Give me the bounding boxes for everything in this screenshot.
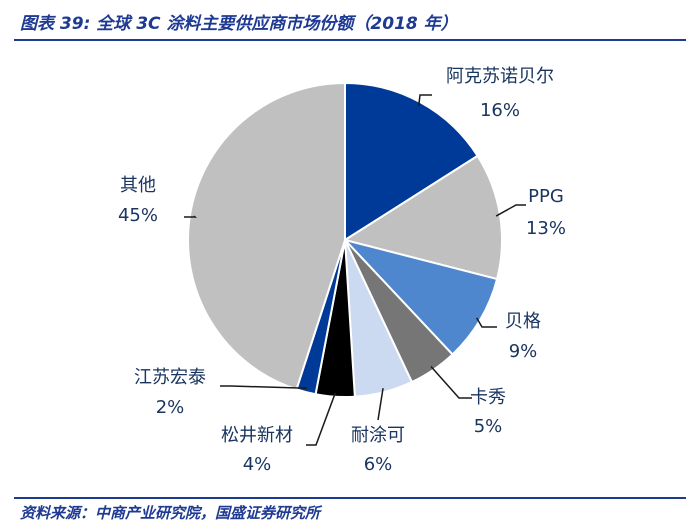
pie-slices <box>187 81 503 398</box>
slice-name-label: 贝格 <box>505 311 541 332</box>
pie-slice-1 <box>342 154 503 281</box>
slice-value-label: 45% <box>118 205 158 226</box>
leader-line-4 <box>377 388 384 421</box>
slice-name-label: 卡秀 <box>470 387 506 408</box>
leader-line-1 <box>495 204 526 217</box>
slice-name-label: 江苏宏泰 <box>134 367 206 388</box>
slice-value-label: 5% <box>474 416 503 437</box>
leader-line-2 <box>476 317 497 328</box>
slice-value-label: 13% <box>526 218 566 239</box>
leader-line-6 <box>220 385 307 389</box>
slice-value-label: 16% <box>480 100 520 121</box>
slice-name-label: 松井新材 <box>221 425 293 446</box>
leader-lines <box>184 94 526 446</box>
pie-slice-0 <box>344 81 479 242</box>
slice-name-label: PPG <box>528 186 564 207</box>
slice-name-label: 阿克苏诺贝尔 <box>446 66 554 87</box>
leader-line-3 <box>430 366 472 399</box>
slice-value-label: 4% <box>243 454 272 475</box>
slice-value-label: 2% <box>156 397 185 418</box>
leader-line-0 <box>417 94 432 107</box>
pie-slice-7 <box>187 81 346 391</box>
slice-value-label: 9% <box>509 341 538 362</box>
slice-value-label: 6% <box>364 454 393 475</box>
slice-name-label: 耐涂可 <box>351 425 405 446</box>
chart-title: 图表 39: 全球 3C 涂料主要供应商市场份额（2018 年） <box>20 14 458 34</box>
slice-name-label: 其他 <box>120 175 156 196</box>
source-note: 资料来源：中商产业研究院，国盛证券研究所 <box>20 504 321 522</box>
leader-line-7 <box>184 215 198 218</box>
slice-labels: 阿克苏诺贝尔 16% PPG 13% 贝格 9% 卡秀 5% 耐涂可 6% 松井新材 4% 江苏宏泰 2%… <box>118 66 566 475</box>
source-divider <box>14 497 686 499</box>
title-divider <box>14 39 686 41</box>
pie-slice-2 <box>341 238 499 356</box>
leader-line-5 <box>306 392 337 446</box>
